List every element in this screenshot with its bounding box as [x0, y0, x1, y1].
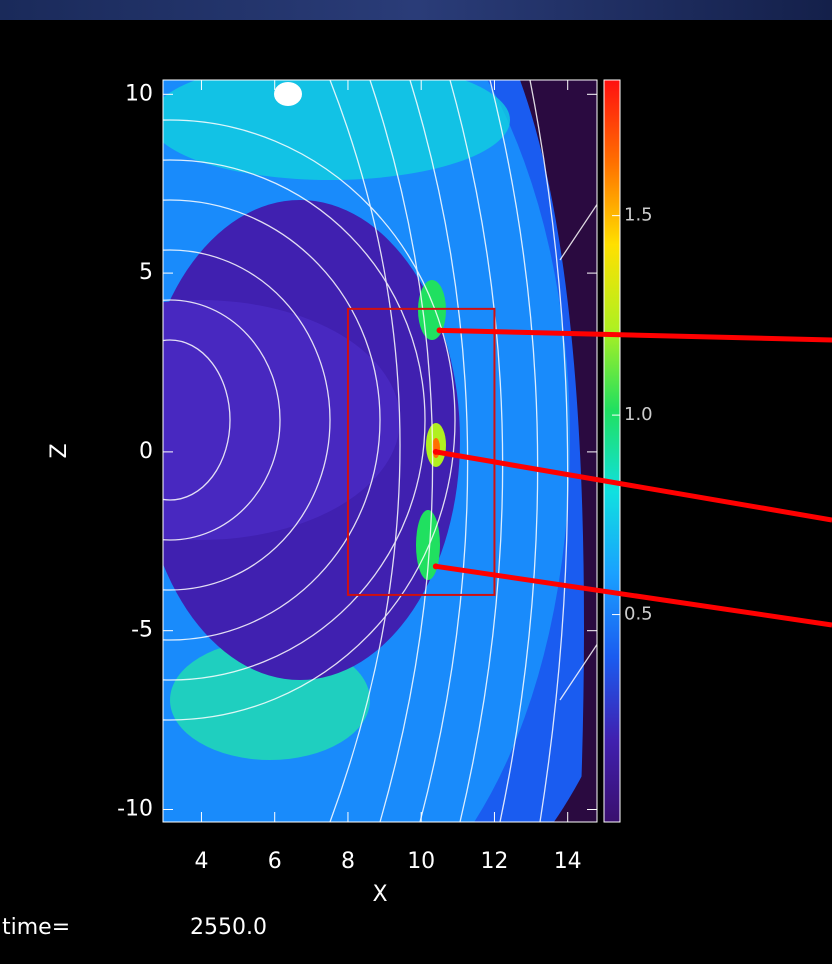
- streamlines: [163, 80, 597, 822]
- callout-point: [432, 448, 439, 455]
- colorbar-tick-label: 1.0: [624, 404, 653, 425]
- callout-point: [436, 327, 443, 334]
- y-tick-label: 0: [139, 439, 153, 464]
- field-region: [163, 80, 510, 180]
- y-axis-label: Z: [47, 443, 72, 458]
- window-band: [0, 0, 832, 20]
- x-tick-label: 14: [554, 849, 582, 874]
- field-region: [163, 300, 400, 540]
- plot-frame: [162, 79, 598, 823]
- y-tick-label: -5: [131, 618, 153, 643]
- field-region: [274, 82, 302, 106]
- field-region: [416, 510, 440, 580]
- x-axis-label: X: [372, 882, 387, 907]
- callout-line: [439, 327, 832, 343]
- callout-line: [435, 449, 832, 523]
- x-tick-label: 6: [268, 849, 282, 874]
- time-value: 2550.0: [190, 915, 267, 940]
- field: [163, 80, 597, 822]
- x-tick-label: 10: [407, 849, 435, 874]
- callout-line: [435, 563, 832, 628]
- time-label: time=: [2, 915, 70, 940]
- x-tick-label: 12: [480, 849, 508, 874]
- callout-point: [432, 563, 439, 570]
- y-tick-label: 10: [125, 81, 153, 106]
- x-tick-label: 4: [194, 849, 208, 874]
- y-tick-label: 5: [139, 260, 153, 285]
- field-region: [520, 80, 597, 822]
- colorbar-tick-label: 1.5: [624, 205, 653, 226]
- highlight-box: [346, 307, 496, 596]
- colorbar-tick-label: 0.5: [624, 604, 653, 625]
- x-tick-label: 8: [341, 849, 355, 874]
- y-tick-label: -10: [117, 796, 153, 821]
- colorbar: [603, 79, 621, 823]
